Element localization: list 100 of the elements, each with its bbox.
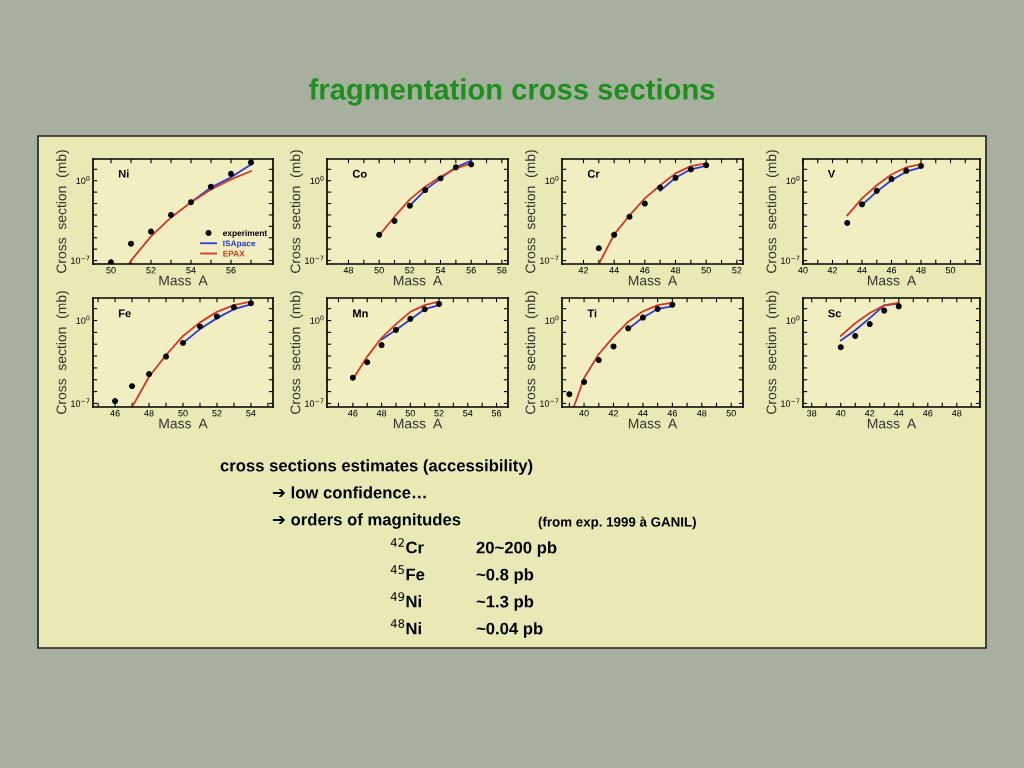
point [654,305,661,312]
point [407,315,414,322]
x-axis-title: Mass A [159,418,208,429]
point [208,183,214,190]
x-tick-label: 48 [916,267,926,274]
x-tick-label: 48 [144,410,154,417]
point [196,323,203,330]
point [168,211,174,218]
x-tick-label: 54 [246,410,256,417]
point [468,161,475,168]
x-axis-title: Mass A [628,275,678,286]
point [639,314,646,321]
text: $^{42}$Cr [390,538,424,554]
x-tick-label: 54 [435,267,446,274]
point [391,217,398,224]
point [146,371,153,378]
point [626,213,633,220]
x-tick-label: 46 [348,410,358,417]
x-tick-label: 38 [807,410,817,417]
x-tick-label: 52 [405,267,415,274]
x-tick-label: 48 [670,267,681,274]
x-tick-label: 56 [226,267,236,274]
point [873,187,880,194]
point [437,175,444,182]
point [349,374,356,381]
y-tick-label: 10$^{−7}$ [71,398,90,407]
x-tick-label: 40 [579,410,589,417]
point [837,344,844,351]
text: $^{49}$Ni [390,592,421,608]
x-tick-label: 54 [186,267,196,274]
legend-label: experiment [223,229,268,238]
point [148,228,154,235]
point [625,325,632,332]
y-axis-title: Cross section (mb) [766,291,780,414]
text: cross sections estimates (accessibility) [220,459,533,475]
x-tick-label: 50 [178,410,188,417]
x-tick-label: 58 [497,267,507,274]
x-tick-label: 44 [857,267,867,274]
x-tick-label: 52 [212,410,222,417]
x-tick-label: 50 [726,410,736,417]
text: ~0.8 pb [476,568,534,584]
point [866,321,873,328]
y-axis-title: Cross section (mb) [525,150,539,273]
point [213,313,220,320]
x-tick-label: 46 [886,267,897,274]
point [859,201,865,208]
point [852,332,859,339]
point [672,174,679,181]
x-tick-label: 42 [608,410,619,417]
x-tick-label: 44 [893,410,904,417]
x-tick-label: 44 [609,267,619,274]
point [452,164,459,171]
x-tick-label: 56 [466,267,476,274]
x-tick-label: 46 [640,267,650,274]
y-axis-title: Cross section (mb) [525,291,539,414]
x-tick-label: 48 [951,410,962,417]
text: ~1.3 pb [476,595,534,611]
text: ➔ orders of magnitudes [272,513,461,529]
legend-label: EPAX [223,250,245,257]
point [421,306,428,313]
y-tick-label: 10$^{−7}$ [781,255,800,264]
x-tick-label: 50 [405,410,415,417]
point [895,303,902,310]
point [610,343,617,350]
point [422,187,429,194]
text: ➔ low confidence… [272,486,426,499]
point [703,162,710,169]
text: Cr [587,169,600,178]
y-axis-title: Cross section (mb) [56,291,70,414]
point [687,166,694,173]
x-tick-label: 48 [343,267,354,274]
x-tick-label: 46 [667,410,677,417]
x-axis-title: Mass A [867,418,917,429]
x-tick-label: 48 [696,410,707,417]
point [595,357,602,364]
x-tick-label: 52 [434,410,444,417]
y-tick-label: 10$^{−7}$ [540,255,559,264]
y-tick-label: 10$^{0}$ [76,175,90,184]
point [180,339,186,346]
point [163,353,170,360]
point [888,176,895,183]
text: Ti [587,309,597,318]
point [112,398,119,405]
text: Ni [118,169,129,178]
x-axis-title: Mass A [867,275,917,286]
legend-label: ISApace [223,240,256,248]
y-axis-title: Cross section (mb) [290,150,304,273]
x-tick-label: 50 [701,267,711,274]
text: $^{45}$Fe [390,565,425,581]
text: ~0.04 pb [476,622,543,638]
y-tick-label: 10$^{−7}$ [781,398,800,407]
y-tick-label: 10$^{0}$ [786,315,800,324]
y-axis-title: Cross section (mb) [766,150,780,273]
text: Fe [118,309,131,318]
point [364,359,371,366]
point [376,231,383,238]
text: 20~200 pb [476,541,557,557]
x-tick-label: 46 [922,410,933,417]
x-axis-title: Mass A [628,418,678,429]
x-tick-label: 40 [798,267,808,274]
